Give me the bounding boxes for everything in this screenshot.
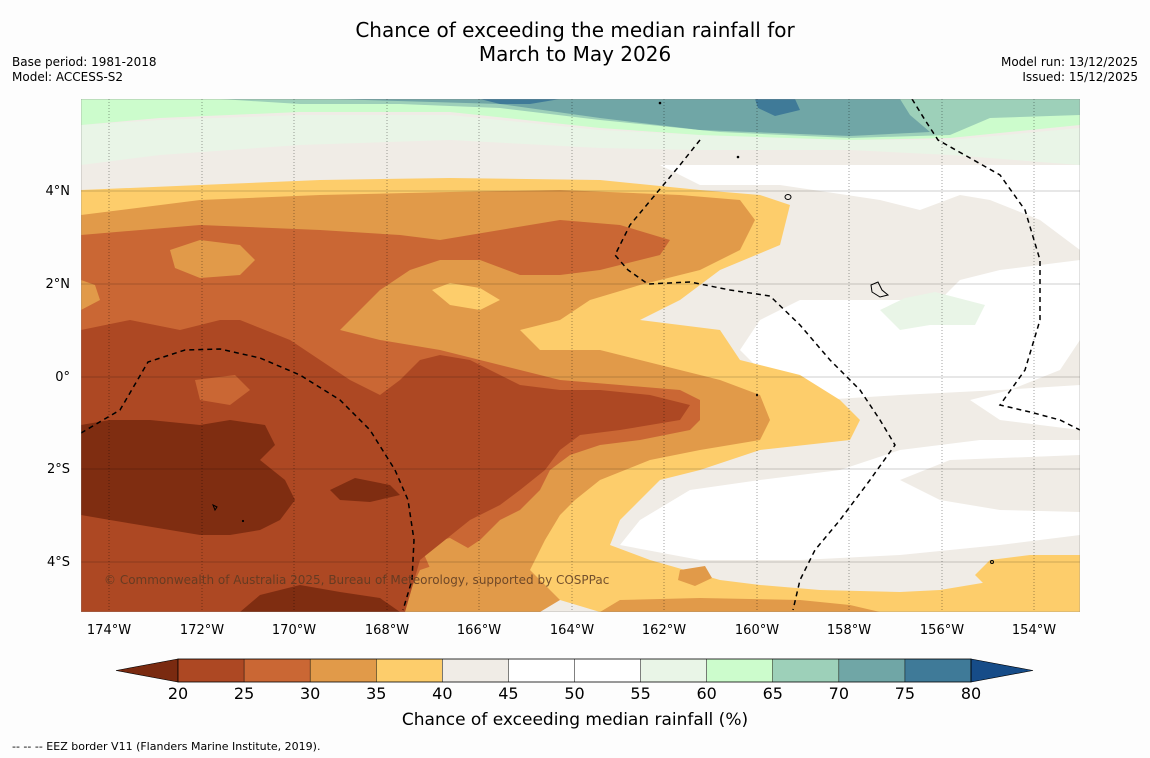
contour-below-20-south <box>240 585 400 612</box>
base-period-label: Base period: 1981-2018 <box>12 55 157 69</box>
contour-30-35-island-a <box>170 240 255 278</box>
meta-left: Base period: 1981-2018 Model: ACCESS-S2 <box>12 55 157 85</box>
contour-75-80 <box>480 99 800 116</box>
contour-30-35-island-d <box>678 566 712 586</box>
colorbar-tick-label: 25 <box>234 684 254 703</box>
x-tick-label: 166°W <box>457 623 501 638</box>
colorbar-bin <box>310 659 377 682</box>
colorbar-bin <box>442 659 509 682</box>
map-plot-area: © Commonwealth of Australia 2025, Bureau… <box>81 99 1080 612</box>
issued-label: Issued: 15/12/2025 <box>1022 70 1138 84</box>
colorbar-bin <box>376 659 443 682</box>
coastlines <box>212 101 994 564</box>
contour-below-20 <box>81 420 295 535</box>
y-axis-labels: 4°N 2°N 0° 2°S 4°S <box>46 184 71 570</box>
colorbar-extend-high <box>970 658 1034 683</box>
x-tick-label: 156°W <box>920 623 964 638</box>
x-tick-label: 154°W <box>1012 623 1056 638</box>
x-axis-labels: 174°W 172°W 170°W 168°W 166°W 164°W 162°… <box>87 623 1056 638</box>
colorbar-tick-label: 20 <box>168 684 188 703</box>
colorbar-tick-label: 75 <box>895 684 915 703</box>
model-label: Model: ACCESS-S2 <box>12 70 124 84</box>
contour-45-55 <box>620 165 1080 560</box>
latitude-gridlines <box>81 190 1080 563</box>
colorbar-bin <box>178 659 245 682</box>
x-tick-label: 162°W <box>642 623 686 638</box>
eez-footnote: -- -- -- EEZ border V11 (Flanders Marine… <box>12 740 321 753</box>
colorbar-bin <box>706 659 773 682</box>
colorbar-label: Chance of exceeding median rainfall (%) <box>401 710 749 730</box>
colorbar-bin <box>904 659 971 682</box>
contour-35-40-east <box>975 555 1080 590</box>
x-tick-label: 168°W <box>365 623 409 638</box>
model-run-label: Model run: 13/12/2025 <box>1000 55 1138 69</box>
colorbar-bin <box>574 659 641 682</box>
eez-borders <box>81 99 1080 611</box>
colorbar-tick-label: 80 <box>961 684 981 703</box>
contour-55-60-island <box>880 292 985 330</box>
y-tick-label: 2°N <box>46 277 71 292</box>
x-tick-label: 160°W <box>735 623 779 638</box>
colorbar-bin <box>838 659 905 682</box>
colorbar-bin <box>640 659 707 682</box>
x-tick-label: 164°W <box>550 623 594 638</box>
contour-30-35-bottom <box>600 598 880 612</box>
y-tick-label: 2°S <box>47 462 70 477</box>
figure-title: Chance of exceeding the median rainfall … <box>0 18 1150 66</box>
x-tick-label: 170°W <box>272 623 316 638</box>
copyright-notice: © Commonwealth of Australia 2025, Bureau… <box>104 573 609 587</box>
colorbar-bin <box>508 659 575 682</box>
colorbar-tick-label: 65 <box>763 684 783 703</box>
contour-55-60 <box>81 115 1080 165</box>
contour-25-30-island <box>195 375 250 405</box>
meta-right: Model run: 13/12/2025 Issued: 15/12/2025 <box>1001 55 1138 85</box>
colorbar-tick-label: 45 <box>498 684 518 703</box>
colorbar-bin <box>772 659 839 682</box>
colorbar-tick-label: 30 <box>300 684 320 703</box>
y-tick-label: 4°S <box>47 555 70 570</box>
title-line-1: Chance of exceeding the median rainfall … <box>355 18 795 42</box>
x-tick-label: 158°W <box>827 623 871 638</box>
x-tick-label: 174°W <box>87 623 131 638</box>
colorbar-bin <box>244 659 311 682</box>
y-tick-label: 4°N <box>46 184 71 199</box>
colorbar-tick-label: 70 <box>829 684 849 703</box>
colorbar-tick-label: 50 <box>564 684 584 703</box>
colorbar-extend-low <box>115 658 179 683</box>
contour-35-40-island <box>432 283 500 310</box>
contour-30-35-island-b <box>81 280 100 310</box>
x-tick-label: 172°W <box>180 623 224 638</box>
colorbar-tick-label: 40 <box>432 684 452 703</box>
title-line-2: March to May 2026 <box>478 42 672 66</box>
colorbar: 20 25 30 35 40 45 50 55 60 65 70 75 80 <box>115 658 1034 703</box>
colorbar-tick-label: 35 <box>366 684 386 703</box>
colorbar-tick-label: 55 <box>630 684 650 703</box>
contour-below-20-east <box>330 478 400 502</box>
y-tick-label: 0° <box>55 370 70 385</box>
colorbar-tick-label: 60 <box>696 684 716 703</box>
